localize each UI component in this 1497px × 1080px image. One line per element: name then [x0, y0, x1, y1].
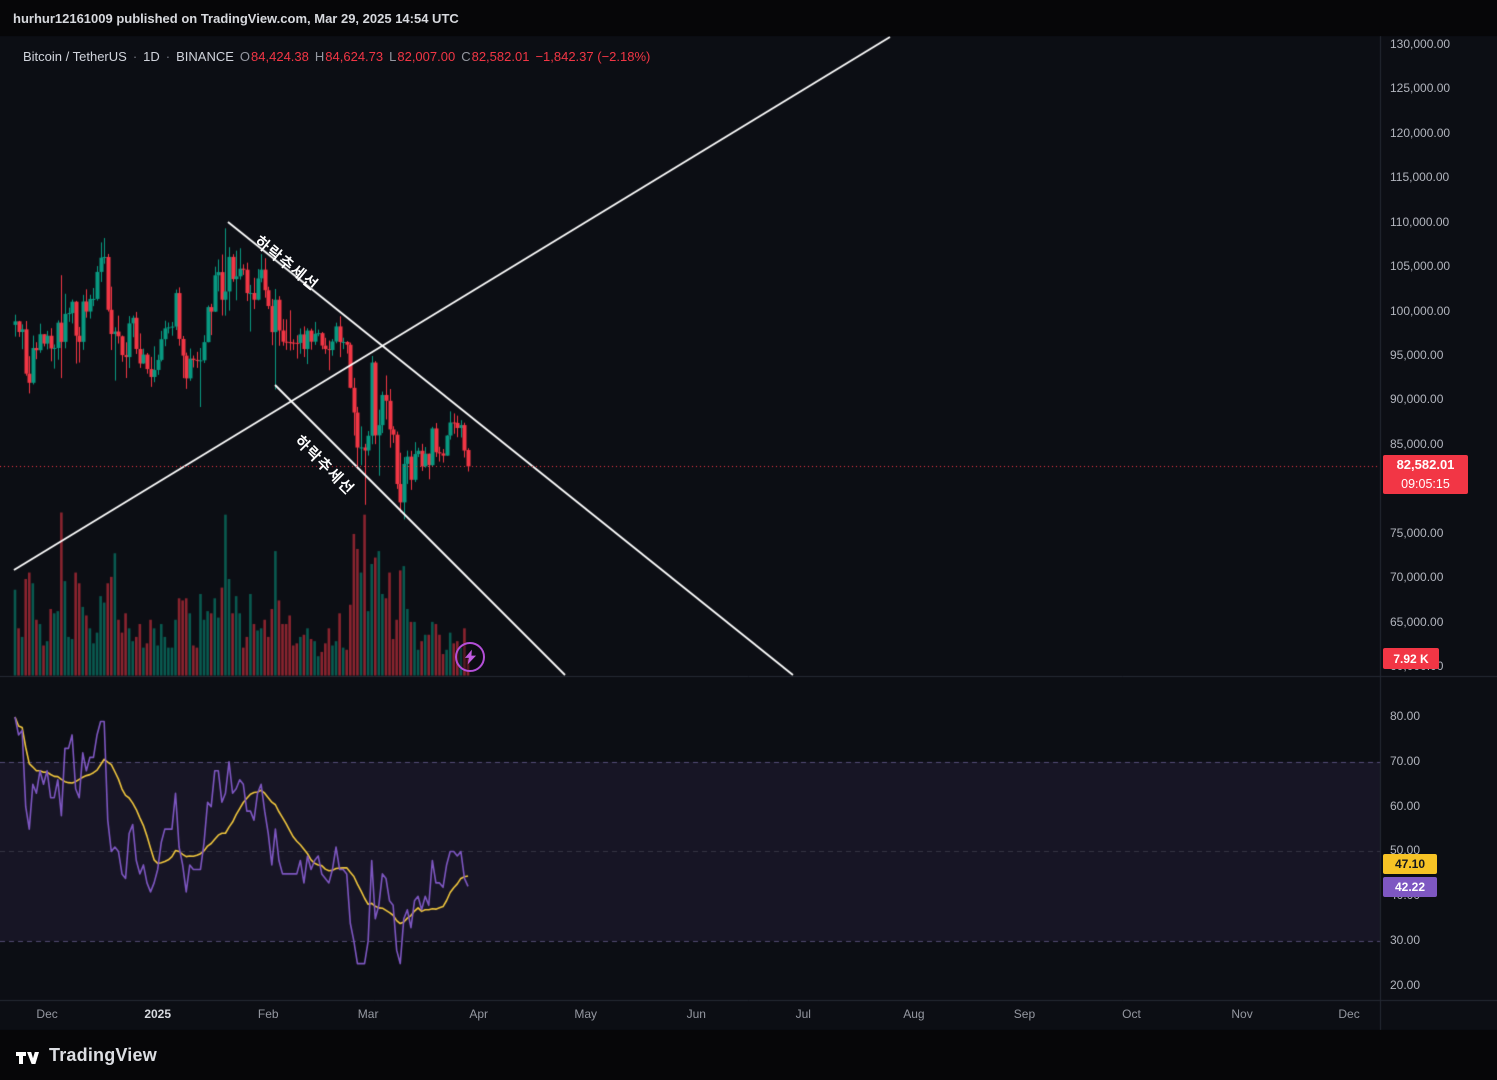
symbol-legend: Bitcoin / TetherUS · 1D · BINANCE O 84,42…	[23, 49, 656, 64]
current-price-value: 82,582.01	[1396, 457, 1455, 473]
current-price-badge: 82,582.01 09:05:15	[1383, 455, 1468, 494]
rsi-axis-label: 50.00	[1390, 843, 1421, 858]
rsi-axis-label: 20.00	[1390, 977, 1421, 992]
bar-countdown: 09:05:15	[1401, 476, 1450, 491]
time-axis-label: Feb	[257, 1007, 279, 1021]
rsi-ma-badge: 47.10	[1383, 854, 1437, 874]
time-axis-label: 2025	[144, 1007, 172, 1021]
time-axis-label: Apr	[469, 1007, 489, 1021]
time-axis-label: May	[574, 1007, 598, 1021]
price-axis-label: 130,000.00	[1390, 36, 1451, 51]
time-axis-label: Jun	[686, 1007, 706, 1021]
low-label: L	[389, 49, 397, 64]
time-axis-label: Nov	[1231, 1007, 1253, 1021]
price-axis-label: 70,000.00	[1390, 570, 1444, 585]
tradingview-footer-link[interactable]: TradingView	[0, 1030, 1497, 1080]
time-axis-label: Aug	[903, 1007, 925, 1021]
price-axis-label: 110,000.00	[1390, 214, 1450, 229]
rsi-value-badge: 42.22	[1383, 877, 1437, 897]
rsi-axis-label: 30.00	[1390, 933, 1421, 948]
rsi-value: 42.22	[1394, 880, 1426, 894]
lightning-icon	[455, 641, 486, 672]
price-axis-label: 75,000.00	[1390, 525, 1444, 540]
price-axis-label: 65,000.00	[1390, 614, 1444, 629]
price-axis-label: 95,000.00	[1390, 348, 1444, 362]
tradingview-wordmark[interactable]: TradingView	[49, 1044, 157, 1065]
price-axis-label: 90,000.00	[1390, 392, 1444, 407]
low-value: 82,007.00	[397, 49, 456, 64]
legend-separator: ·	[165, 49, 171, 64]
symbol-name: Bitcoin / TetherUS	[23, 49, 127, 64]
price-axis-label: 100,000.00	[1390, 303, 1451, 318]
volume-axis-badge: 7.92 K	[1383, 648, 1439, 669]
tradingview-logo-icon[interactable]	[14, 1042, 40, 1068]
rsi-axis-label: 60.00	[1390, 798, 1421, 813]
close-label: C	[461, 49, 471, 64]
volume-value: 7.92 K	[1393, 651, 1429, 666]
price-axis-label: 85,000.00	[1390, 436, 1444, 451]
open-label: O	[239, 49, 251, 64]
price-axis-label: 105,000.00	[1390, 259, 1451, 274]
legend-separator: ·	[132, 49, 138, 64]
change-value: −1,842.37 (−2.18%)	[535, 49, 651, 64]
exchange-label: BINANCE	[176, 49, 234, 64]
rsi-axis-label: 80.00	[1390, 709, 1421, 723]
time-axis-label: Mar	[357, 1007, 379, 1021]
time-axis-label: Dec	[1338, 1007, 1360, 1021]
time-axis-label: Oct	[1122, 1007, 1141, 1021]
price-axis-label: 115,000.00	[1390, 170, 1450, 185]
rsi-axis-label: 70.00	[1390, 753, 1421, 768]
close-value: 82,582.01	[471, 49, 530, 64]
rsi-ma-value: 47.10	[1394, 857, 1426, 871]
high-label: H	[314, 49, 325, 64]
time-axis-label: Dec	[36, 1007, 58, 1021]
price-axis-label: 120,000.00	[1390, 125, 1451, 140]
time-axis-label: Sep	[1013, 1007, 1036, 1021]
high-value: 84,624.73	[325, 49, 384, 64]
time-axis-label: Jul	[795, 1007, 811, 1021]
price-axis-label: 125,000.00	[1390, 81, 1451, 96]
publish-info-bar: hurhur12161009 published on TradingView.…	[0, 0, 1497, 36]
publish-info-text: hurhur12161009 published on TradingView.…	[13, 10, 459, 26]
open-value: 84,424.38	[251, 49, 309, 64]
interval-label: 1D	[143, 49, 160, 64]
